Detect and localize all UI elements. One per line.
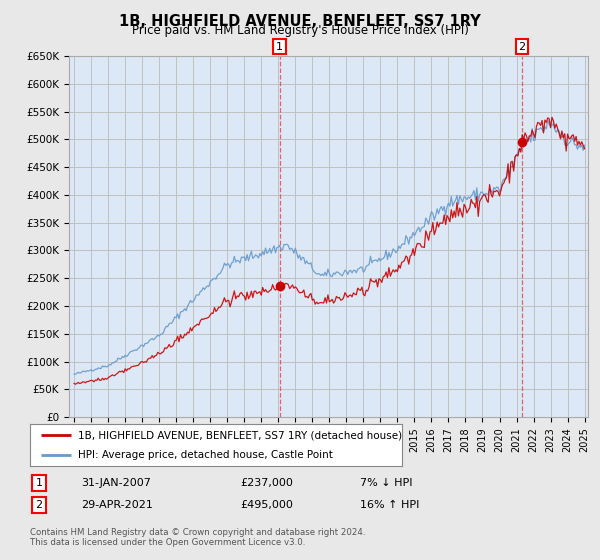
Text: HPI: Average price, detached house, Castle Point: HPI: Average price, detached house, Cast…: [79, 450, 333, 460]
Text: 1B, HIGHFIELD AVENUE, BENFLEET, SS7 1RY: 1B, HIGHFIELD AVENUE, BENFLEET, SS7 1RY: [119, 14, 481, 29]
Text: £495,000: £495,000: [240, 500, 293, 510]
Text: 31-JAN-2007: 31-JAN-2007: [81, 478, 151, 488]
Text: 1: 1: [276, 41, 283, 52]
Text: Contains HM Land Registry data © Crown copyright and database right 2024.
This d: Contains HM Land Registry data © Crown c…: [30, 528, 365, 547]
Text: Price paid vs. HM Land Registry's House Price Index (HPI): Price paid vs. HM Land Registry's House …: [131, 24, 469, 37]
Text: 16% ↑ HPI: 16% ↑ HPI: [360, 500, 419, 510]
Text: 2: 2: [35, 500, 43, 510]
Text: £237,000: £237,000: [240, 478, 293, 488]
Text: 1: 1: [35, 478, 43, 488]
Text: 7% ↓ HPI: 7% ↓ HPI: [360, 478, 413, 488]
Text: 29-APR-2021: 29-APR-2021: [81, 500, 153, 510]
Text: 1B, HIGHFIELD AVENUE, BENFLEET, SS7 1RY (detached house): 1B, HIGHFIELD AVENUE, BENFLEET, SS7 1RY …: [79, 430, 403, 440]
Text: 2: 2: [518, 41, 526, 52]
